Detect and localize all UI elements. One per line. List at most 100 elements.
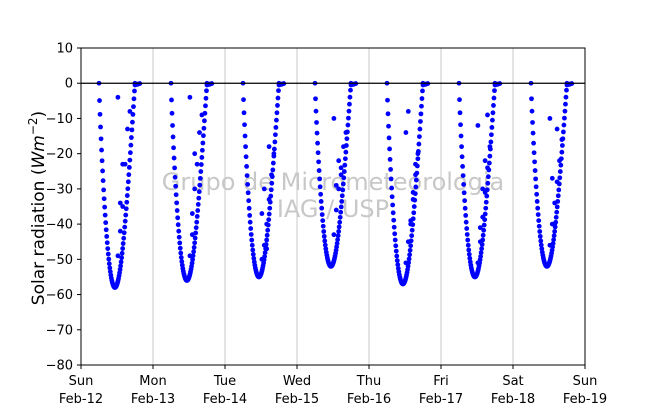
- data-point: [170, 123, 175, 128]
- data-point: [408, 221, 414, 227]
- data-point: [126, 172, 132, 178]
- data-point: [393, 248, 399, 254]
- data-point: [529, 108, 535, 114]
- data-point: [245, 181, 251, 187]
- data-point: [331, 116, 337, 121]
- data-point: [266, 144, 272, 150]
- data-point: [273, 125, 279, 130]
- data-point: [196, 195, 202, 201]
- data-point: [331, 232, 337, 238]
- data-point: [242, 122, 247, 128]
- data-point: [250, 247, 256, 253]
- data-point: [394, 253, 400, 259]
- data-point: [462, 205, 468, 211]
- data-point: [479, 246, 485, 252]
- data-point: [200, 140, 206, 146]
- data-point: [259, 211, 265, 216]
- data-point: [97, 111, 103, 117]
- data-point: [342, 162, 348, 168]
- data-point: [418, 119, 423, 124]
- data-point: [273, 132, 278, 138]
- data-point: [389, 194, 395, 200]
- data-point: [126, 165, 132, 170]
- data-point: [552, 200, 558, 206]
- data-point: [187, 94, 193, 100]
- data-point: [102, 204, 108, 210]
- data-point: [169, 97, 174, 103]
- data-point: [320, 218, 326, 224]
- data-point: [419, 96, 425, 101]
- data-point: [487, 144, 493, 150]
- data-point: [197, 175, 203, 181]
- data-point: [106, 256, 112, 262]
- data-point: [395, 262, 401, 268]
- x-tick-label-date: Feb-18: [491, 392, 535, 407]
- data-point: [271, 146, 277, 152]
- data-point: [321, 233, 327, 239]
- data-point: [409, 233, 415, 239]
- data-point: [549, 175, 555, 181]
- data-point: [119, 255, 125, 261]
- y-tick-label: 0: [65, 77, 73, 92]
- data-point: [192, 235, 198, 241]
- data-point: [489, 132, 494, 138]
- data-point: [530, 120, 535, 125]
- data-point: [190, 257, 196, 262]
- data-point: [172, 165, 178, 171]
- data-point: [177, 240, 183, 246]
- data-point: [335, 233, 341, 239]
- y-tick-label: −70: [46, 323, 73, 338]
- data-point: [491, 95, 497, 101]
- data-point: [264, 246, 270, 252]
- data-point: [458, 122, 463, 128]
- data-point: [247, 219, 253, 225]
- data-point: [127, 109, 133, 114]
- data-point: [415, 151, 421, 157]
- data-point: [477, 239, 483, 245]
- data-point: [123, 206, 129, 212]
- data-point: [459, 144, 464, 150]
- data-point: [115, 253, 121, 259]
- data-point: [125, 126, 130, 132]
- data-point: [266, 217, 272, 223]
- data-point: [315, 150, 321, 156]
- data-point: [271, 151, 277, 157]
- data-point: [408, 243, 414, 249]
- data-point: [194, 219, 200, 225]
- data-point: [337, 219, 343, 225]
- data-point: [554, 204, 560, 210]
- data-point: [409, 227, 415, 233]
- data-point: [489, 125, 495, 130]
- data-point: [559, 149, 565, 155]
- data-point: [403, 260, 409, 266]
- y-tick-label: −60: [46, 288, 73, 303]
- x-tick-label-day: Sun: [573, 374, 598, 389]
- data-point: [176, 228, 182, 234]
- data-point: [336, 224, 342, 230]
- data-point: [245, 190, 251, 196]
- data-point: [127, 157, 133, 163]
- data-point: [193, 225, 199, 231]
- data-point: [347, 94, 353, 100]
- data-point: [204, 88, 209, 94]
- data-point: [106, 261, 112, 267]
- data-point: [192, 186, 198, 192]
- data-point: [313, 96, 318, 102]
- data-point: [484, 193, 490, 199]
- data-point: [492, 88, 497, 94]
- data-point: [198, 169, 204, 174]
- x-tick-label-date: Feb-12: [59, 392, 103, 407]
- data-point: [313, 108, 319, 114]
- data-point: [419, 103, 424, 109]
- data-point: [191, 249, 197, 255]
- data-point: [337, 214, 343, 220]
- data-point: [122, 218, 128, 224]
- data-point: [172, 174, 178, 180]
- data-point: [483, 205, 489, 211]
- data-point: [104, 234, 110, 239]
- data-point: [346, 108, 352, 114]
- y-axis-label-unit: Wm: [29, 135, 49, 168]
- data-point: [343, 130, 349, 135]
- data-point: [405, 263, 411, 269]
- data-point: [97, 98, 102, 103]
